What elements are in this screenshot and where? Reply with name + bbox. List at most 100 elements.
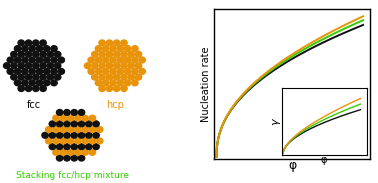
Circle shape xyxy=(89,150,96,155)
Circle shape xyxy=(36,80,43,86)
Circle shape xyxy=(78,155,85,161)
Circle shape xyxy=(99,63,105,69)
Circle shape xyxy=(128,74,135,80)
Circle shape xyxy=(33,40,39,46)
Circle shape xyxy=(64,110,70,115)
Circle shape xyxy=(99,86,105,92)
Circle shape xyxy=(53,150,59,155)
Circle shape xyxy=(11,51,17,57)
Circle shape xyxy=(71,110,77,115)
Circle shape xyxy=(60,138,67,144)
Circle shape xyxy=(110,68,116,74)
Circle shape xyxy=(78,121,85,127)
Circle shape xyxy=(121,40,127,46)
Circle shape xyxy=(51,57,57,63)
Y-axis label: Nucleation rate: Nucleation rate xyxy=(201,46,211,122)
Circle shape xyxy=(25,51,32,57)
Circle shape xyxy=(43,57,50,63)
Circle shape xyxy=(91,74,98,80)
Circle shape xyxy=(64,132,70,138)
Circle shape xyxy=(96,127,103,132)
Circle shape xyxy=(75,150,81,155)
Circle shape xyxy=(43,68,50,74)
Circle shape xyxy=(36,46,43,51)
Circle shape xyxy=(67,138,74,144)
Circle shape xyxy=(56,132,63,138)
Circle shape xyxy=(56,144,63,150)
Circle shape xyxy=(110,46,116,51)
Circle shape xyxy=(82,150,88,155)
Text: Stacking fcc/hcp mixture: Stacking fcc/hcp mixture xyxy=(16,171,129,180)
Circle shape xyxy=(82,138,88,144)
Circle shape xyxy=(124,57,131,63)
Circle shape xyxy=(132,68,138,74)
Circle shape xyxy=(36,68,43,74)
Circle shape xyxy=(93,132,99,138)
Circle shape xyxy=(82,127,88,132)
Circle shape xyxy=(18,63,25,69)
Circle shape xyxy=(22,80,28,86)
Circle shape xyxy=(64,144,70,150)
Circle shape xyxy=(113,63,120,69)
Circle shape xyxy=(113,74,120,80)
Circle shape xyxy=(139,68,146,74)
Circle shape xyxy=(58,57,65,63)
Circle shape xyxy=(135,63,142,69)
Circle shape xyxy=(33,51,39,57)
Circle shape xyxy=(40,40,46,46)
Circle shape xyxy=(49,132,56,138)
Text: hcp: hcp xyxy=(106,100,124,110)
Circle shape xyxy=(18,74,25,80)
Circle shape xyxy=(60,127,67,132)
Circle shape xyxy=(25,63,32,69)
Circle shape xyxy=(89,115,96,121)
Circle shape xyxy=(91,51,98,57)
Circle shape xyxy=(60,115,67,121)
Circle shape xyxy=(11,74,17,80)
Circle shape xyxy=(75,138,81,144)
Circle shape xyxy=(91,63,98,69)
Circle shape xyxy=(113,86,120,92)
Circle shape xyxy=(22,46,28,51)
Circle shape xyxy=(18,51,25,57)
Circle shape xyxy=(45,138,52,144)
Circle shape xyxy=(29,57,36,63)
Circle shape xyxy=(64,155,70,161)
Circle shape xyxy=(40,74,46,80)
Circle shape xyxy=(110,80,116,86)
Circle shape xyxy=(33,63,39,69)
X-axis label: φ: φ xyxy=(321,155,327,165)
Circle shape xyxy=(99,40,105,46)
Circle shape xyxy=(132,46,138,51)
Circle shape xyxy=(113,51,120,57)
Circle shape xyxy=(36,57,43,63)
Circle shape xyxy=(7,68,14,74)
Circle shape xyxy=(88,68,94,74)
Circle shape xyxy=(43,46,50,51)
Circle shape xyxy=(47,63,54,69)
Circle shape xyxy=(113,40,120,46)
Circle shape xyxy=(47,74,54,80)
Circle shape xyxy=(85,121,92,127)
Circle shape xyxy=(7,57,14,63)
Circle shape xyxy=(25,86,32,92)
Circle shape xyxy=(14,57,21,63)
Circle shape xyxy=(78,110,85,115)
Circle shape xyxy=(106,86,113,92)
Circle shape xyxy=(40,86,46,92)
Circle shape xyxy=(117,80,124,86)
Circle shape xyxy=(124,68,131,74)
Circle shape xyxy=(106,40,113,46)
Circle shape xyxy=(18,86,25,92)
Circle shape xyxy=(51,68,57,74)
Circle shape xyxy=(25,40,32,46)
Circle shape xyxy=(106,63,113,69)
Circle shape xyxy=(121,51,127,57)
Circle shape xyxy=(14,80,21,86)
Circle shape xyxy=(22,68,28,74)
Circle shape xyxy=(33,74,39,80)
Circle shape xyxy=(124,80,131,86)
Circle shape xyxy=(93,121,99,127)
Circle shape xyxy=(102,68,109,74)
Circle shape xyxy=(53,115,59,121)
